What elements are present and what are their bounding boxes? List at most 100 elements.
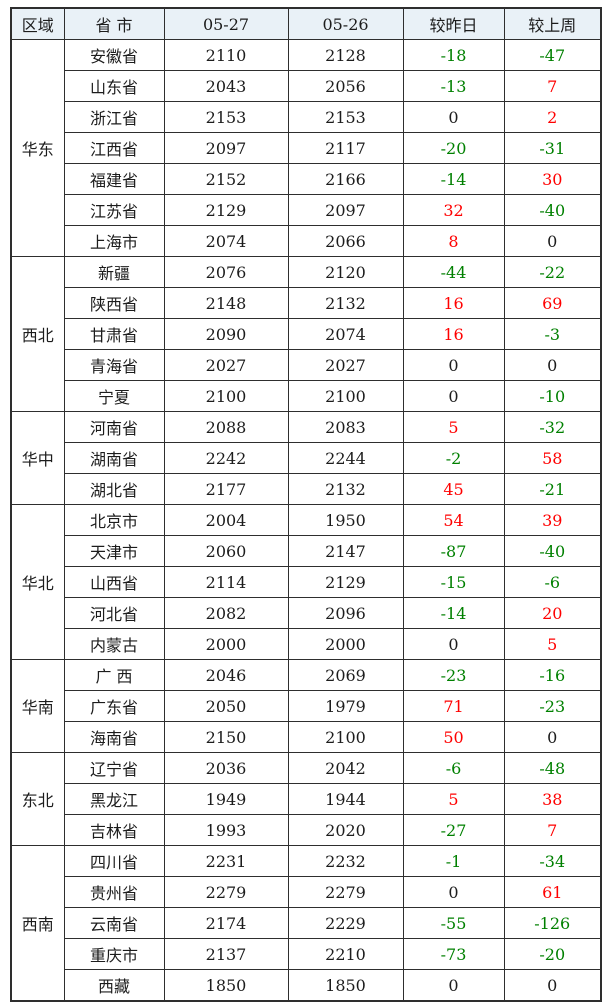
price-0526-cell: 2117 <box>287 132 404 164</box>
vs-yesterday-cell: 5 <box>402 411 505 443</box>
vs-yesterday-cell: 0 <box>402 349 505 381</box>
price-0526-cell: 1950 <box>287 504 404 536</box>
price-0526-cell: 2279 <box>287 876 404 908</box>
vs-yesterday-cell: -87 <box>402 535 505 567</box>
table-row: 甘肃省 2090 2074 16 -3 <box>11 318 602 350</box>
price-0526-cell: 2096 <box>287 597 404 629</box>
province-cell: 内蒙古 <box>63 628 165 660</box>
vs-yesterday-cell: -14 <box>402 163 505 195</box>
table-row: 浙江省 2153 2153 0 2 <box>11 101 602 133</box>
province-cell: 湖南省 <box>63 442 165 474</box>
vs-yesterday-cell: 32 <box>402 194 505 226</box>
price-0526-cell: 2027 <box>287 349 404 381</box>
vs-yesterday-cell: 0 <box>402 380 505 412</box>
vs-yesterday-cell: -44 <box>402 256 505 288</box>
vs-last-week-cell: 61 <box>503 876 602 908</box>
vs-last-week-cell: -47 <box>503 39 602 71</box>
price-0527-cell: 2060 <box>163 535 289 567</box>
price-0527-cell: 2090 <box>163 318 289 350</box>
price-0526-cell: 1979 <box>287 690 404 722</box>
vs-last-week-cell: 0 <box>503 721 602 753</box>
vs-yesterday-cell: -55 <box>402 907 505 939</box>
header-vs-last-week: 较上周 <box>503 7 602 40</box>
province-cell: 山西省 <box>63 566 165 598</box>
province-cell: 辽宁省 <box>63 752 165 784</box>
price-0526-cell: 2129 <box>287 566 404 598</box>
vs-last-week-cell: -3 <box>503 318 602 350</box>
vs-last-week-cell: 0 <box>503 225 602 257</box>
vs-yesterday-cell: -27 <box>402 814 505 846</box>
region-cell: 东北 <box>10 752 65 846</box>
table-row: 山西省 2114 2129 -15 -6 <box>11 566 602 598</box>
table-row: 上海市 2074 2066 8 0 <box>11 225 602 257</box>
vs-last-week-cell: 2 <box>503 101 602 133</box>
vs-yesterday-cell: -13 <box>402 70 505 102</box>
table-row: 天津市 2060 2147 -87 -40 <box>11 535 602 567</box>
table-body: 华东 安徽省 2110 2128 -18 -47 山东省 2043 2056 -13 7 浙江省 215… <box>10 39 602 1002</box>
table-row: 云南省 2174 2229 -55 -126 <box>11 907 602 939</box>
region-cell: 华北 <box>10 504 65 660</box>
vs-last-week-cell: -10 <box>503 380 602 412</box>
vs-last-week-cell: -22 <box>503 256 602 288</box>
price-0527-cell: 2242 <box>163 442 289 474</box>
vs-last-week-cell: 20 <box>503 597 602 629</box>
vs-yesterday-cell: 0 <box>402 969 505 1002</box>
vs-yesterday-cell: 0 <box>402 628 505 660</box>
price-0526-cell: 2232 <box>287 845 404 877</box>
province-cell: 湖北省 <box>63 473 165 505</box>
vs-yesterday-cell: 71 <box>402 690 505 722</box>
vs-last-week-cell: -16 <box>503 659 602 691</box>
table-row: 西北 新疆 2076 2120 -44 -22 <box>10 256 602 412</box>
province-cell: 天津市 <box>63 535 165 567</box>
price-0526-cell: 2132 <box>287 473 404 505</box>
price-0526-cell: 2042 <box>287 752 404 784</box>
price-0526-cell: 2066 <box>287 225 404 257</box>
vs-last-week-cell: -20 <box>503 938 602 970</box>
province-cell: 宁夏 <box>63 380 165 412</box>
province-cell: 山东省 <box>63 70 165 102</box>
price-0527-cell: 2050 <box>163 690 289 722</box>
vs-yesterday-cell: 5 <box>402 783 505 815</box>
region-cell: 华中 <box>10 411 65 505</box>
province-cell: 吉林省 <box>63 814 165 846</box>
vs-yesterday-cell: 16 <box>402 318 505 350</box>
price-0527-cell: 2137 <box>163 938 289 970</box>
table-row: 内蒙古 2000 2000 0 5 <box>11 628 602 660</box>
vs-yesterday-cell: -23 <box>402 659 505 691</box>
price-0526-cell: 2229 <box>287 907 404 939</box>
province-cell: 上海市 <box>63 225 165 257</box>
province-cell: 安徽省 <box>63 39 165 71</box>
price-0527-cell: 2129 <box>163 194 289 226</box>
table-row: 西南 四川省 2231 2232 -1 -34 <box>10 845 602 1002</box>
table-row: 江苏省 2129 2097 32 -40 <box>11 194 602 226</box>
price-0527-cell: 2027 <box>163 349 289 381</box>
table-row: 黑龙江 1949 1944 5 38 <box>11 783 602 815</box>
table-row: 华东 安徽省 2110 2128 -18 -47 <box>10 39 602 257</box>
province-cell: 河北省 <box>63 597 165 629</box>
vs-yesterday-cell: 8 <box>402 225 505 257</box>
vs-yesterday-cell: -1 <box>402 845 505 877</box>
price-0526-cell: 1944 <box>287 783 404 815</box>
region-cell: 华东 <box>10 39 65 257</box>
table-row: 东北 辽宁省 2036 2042 -6 -48 <box>10 752 602 846</box>
province-cell: 北京市 <box>63 504 165 536</box>
price-0527-cell: 2153 <box>163 101 289 133</box>
table-row: 华南广 西 2046 2069 -23 -16 <box>10 659 602 753</box>
price-0527-cell: 2097 <box>163 132 289 164</box>
price-0526-cell: 2244 <box>287 442 404 474</box>
region-cell: 西北 <box>10 256 65 412</box>
province-cell: 甘肃省 <box>63 318 165 350</box>
price-0526-cell: 2153 <box>287 101 404 133</box>
price-0527-cell: 2279 <box>163 876 289 908</box>
price-0527-cell: 2114 <box>163 566 289 598</box>
province-cell: 四川省 <box>63 845 165 877</box>
province-cell: 新疆 <box>63 256 165 288</box>
table-row: 华北 北京市 2004 1950 54 39 <box>10 504 602 660</box>
regional-price-table: 区域 省 市 05-27 05-26 较昨日 较上周 华东 安徽省 2110 2128… <box>10 7 602 1002</box>
table-row: 吉林省 1993 2020 -27 7 <box>11 814 602 846</box>
vs-last-week-cell: 7 <box>503 814 602 846</box>
vs-yesterday-cell: -73 <box>402 938 505 970</box>
price-0527-cell: 2231 <box>163 845 289 877</box>
price-0527-cell: 2110 <box>163 39 289 71</box>
header-vs-yesterday: 较昨日 <box>402 7 505 40</box>
